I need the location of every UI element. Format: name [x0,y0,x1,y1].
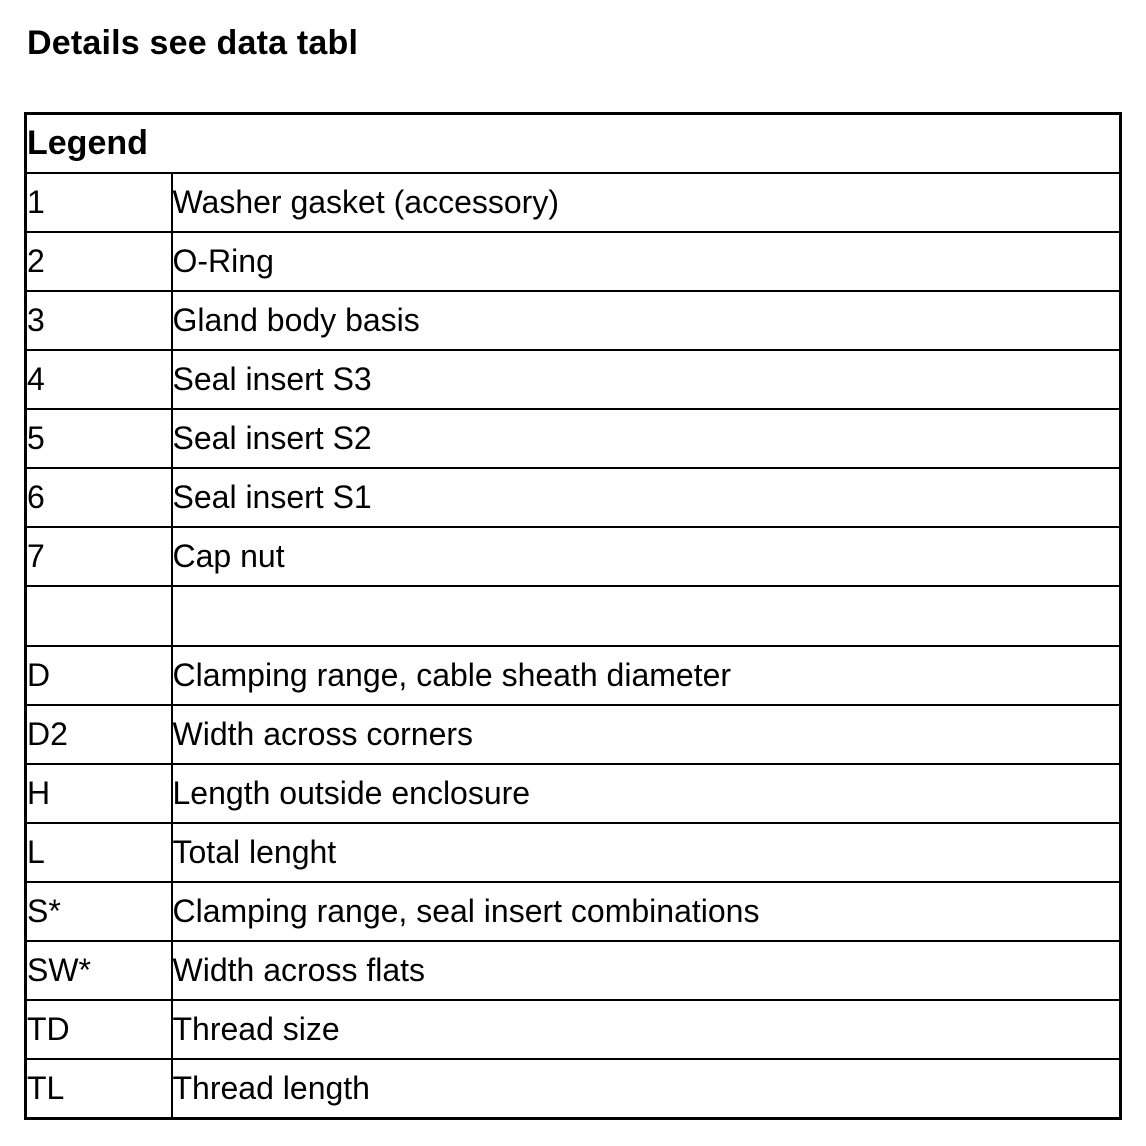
legend-key: 7 [24,526,173,588]
legend-key: 1 [24,171,173,233]
legend-description: Total lenght [170,821,1122,884]
table-row: D Clamping range, cable sheath diameter [24,644,1122,706]
legend-key: D [24,644,173,706]
legend-key: S* [24,880,173,943]
legend-key: H [24,762,173,824]
table-row: TD Thread size [24,999,1122,1061]
table-row: D2 Width across corners [24,703,1122,765]
legend-description [170,585,1122,647]
legend-description: Clamping range, cable sheath diameter [170,644,1122,706]
legend-description: Seal insert S3 [170,348,1122,411]
legend-key: 2 [24,230,173,292]
table-row: 3 Gland body basis [24,289,1122,351]
legend-description: Gland body basis [170,289,1122,351]
legend-description: Width across flats [170,940,1122,1002]
legend-key: 5 [24,407,173,470]
table-row: S* Clamping range, seal insert combinati… [24,880,1122,943]
table-row: 7 Cap nut [24,526,1122,588]
legend-header-label: Legend [24,112,1122,174]
legend-key [24,585,173,647]
legend-key: SW* [24,940,173,1002]
legend-key: 3 [24,289,173,351]
legend-description: Thread size [170,999,1122,1061]
legend-description: Seal insert S2 [170,407,1122,470]
table-row: H Length outside enclosure [24,762,1122,824]
table-row: L Total lenght [24,821,1122,884]
legend-table-body: 1 Washer gasket (accessory) 2 O-Ring 3 G… [24,171,1122,1120]
table-row: 6 Seal insert S1 [24,467,1122,529]
legend-description: Length outside enclosure [170,762,1122,824]
table-row: TL Thread length [24,1058,1122,1120]
page-title: Details see data tabl [27,24,359,62]
legend-description: Seal insert S1 [170,467,1122,529]
legend-key: D2 [24,703,173,765]
legend-description: Cap nut [170,526,1122,588]
legend-key: L [24,821,173,884]
legend-table: Legend 1 Washer gasket (accessory) 2 O-R… [24,112,1122,1120]
legend-key: 4 [24,348,173,411]
table-row [24,585,1122,647]
legend-key: TL [24,1058,173,1120]
legend-key: TD [24,999,173,1061]
legend-description: Thread length [170,1058,1122,1120]
legend-key: 6 [24,467,173,529]
table-row: SW* Width across flats [24,940,1122,1002]
legend-description: Clamping range, seal insert combinations [170,880,1122,943]
legend-description: O-Ring [170,230,1122,292]
table-row: 2 O-Ring [24,230,1122,292]
table-row: 1 Washer gasket (accessory) [24,171,1122,233]
table-row: 5 Seal insert S2 [24,407,1122,470]
legend-header-row: Legend [24,112,1122,174]
legend-description: Width across corners [170,703,1122,765]
table-row: 4 Seal insert S3 [24,348,1122,411]
legend-description: Washer gasket (accessory) [170,171,1122,233]
